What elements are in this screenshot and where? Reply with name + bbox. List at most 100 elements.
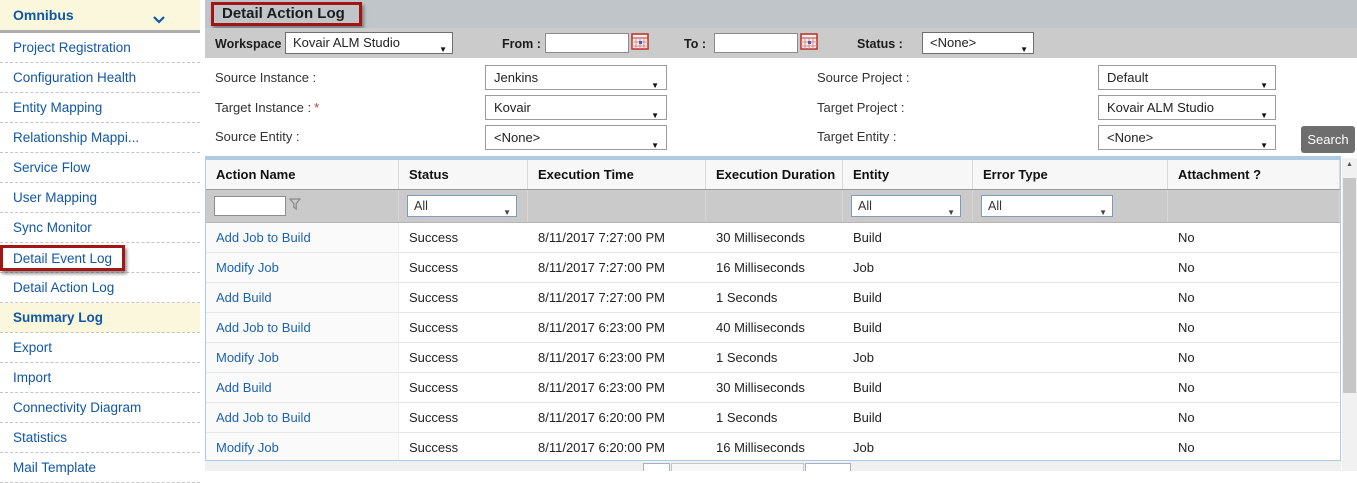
target-project-value: Kovair ALM Studio [1107,100,1214,115]
action-name-link[interactable]: Add Build [216,380,272,395]
cell-error-type [973,253,1168,282]
sidebar-item[interactable]: Project Registration [0,33,200,63]
status-value: <None> [930,35,977,50]
col-header-action-name[interactable]: Action Name [206,160,399,189]
sidebar-item[interactable]: Mail Template [0,453,200,483]
table-row: Modify Job Success 8/11/2017 6:20:00 PM … [206,433,1340,463]
target-instance-select[interactable]: Kovair ▼ [485,95,667,120]
cell-entity: Build [853,320,882,335]
filter-cell-execution-time [528,190,706,222]
cell-execution-time: 8/11/2017 6:23:00 PM [538,320,665,335]
cell-status: Success [409,410,459,425]
cell-attachment: No [1178,440,1195,455]
source-entity-select[interactable]: <None> ▼ [485,125,667,150]
status-filter-select[interactable]: All ▼ [407,195,517,217]
sidebar-item[interactable]: Connectivity Diagram [0,393,200,423]
sidebar-item[interactable]: Service Flow [0,153,200,183]
dropdown-arrow-icon: ▼ [1260,141,1268,150]
from-date-input[interactable] [545,33,629,53]
cell-action-name: Modify Job [206,433,399,462]
scrollbar-thumb[interactable] [1343,178,1356,393]
calendar-icon[interactable] [800,33,818,50]
cell-status: Success [409,260,459,275]
sidebar-item[interactable]: Entity Mapping [0,93,200,123]
action-name-link[interactable]: Modify Job [216,350,279,365]
page-title: Detail Action Log [211,2,362,26]
action-name-filter-input[interactable] [214,196,286,216]
scroll-up-arrow-icon[interactable]: ▲ [1346,161,1353,168]
sidebar-item-label: Configuration Health [13,70,137,85]
workspace-value: Kovair ALM Studio [293,35,400,50]
source-instance-label: Source Instance : [215,70,317,85]
target-project-select[interactable]: Kovair ALM Studio ▼ [1098,95,1276,120]
sidebar-item[interactable]: Configuration Health [0,63,200,93]
sidebar-item[interactable]: Detail Action Log [0,273,200,303]
workspace-select[interactable]: Kovair ALM Studio ▼ [285,32,453,54]
sidebar-item[interactable]: Export [0,333,200,363]
sidebar-item[interactable]: Import [0,363,200,393]
cell-entity: Build [853,230,882,245]
pager-bar [205,460,1341,471]
cell-error-type [973,403,1168,432]
search-button[interactable]: Search [1301,126,1355,153]
cell-execution-time: 8/11/2017 7:27:00 PM [538,290,665,305]
filter-cell-error-type: All ▼ [973,190,1168,222]
entity-filter-select[interactable]: All ▼ [851,195,961,217]
source-project-value: Default [1107,70,1149,85]
action-name-link[interactable]: Add Job to Build [216,410,311,425]
cell-status: Success [409,440,459,455]
cell-attachment: No [1178,290,1195,305]
cell-execution-time: 8/11/2017 6:23:00 PM [538,350,665,365]
filter-funnel-icon[interactable] [288,197,302,215]
target-project-label: Target Project : [817,100,905,115]
from-label: From : [502,37,541,51]
sidebar-item[interactable]: Sync Monitor [0,213,200,243]
sidebar-item[interactable]: Statistics [0,423,200,453]
action-name-link[interactable]: Modify Job [216,440,279,455]
sidebar-item[interactable]: Detail Event Log [0,243,200,273]
cell-entity: Build [853,290,882,305]
cell-entity: Build [853,410,882,425]
cell-execution-duration: 16 Milliseconds [716,260,805,275]
col-header-attachment[interactable]: Attachment ? [1168,160,1340,189]
target-entity-value: <None> [1107,130,1154,145]
vertical-scrollbar[interactable]: ▲ [1342,158,1357,471]
table-filter-row: All ▼ All ▼ All ▼ [206,190,1340,223]
col-header-status[interactable]: Status [399,160,528,189]
table-row: Add Job to Build Success 8/11/2017 7:27:… [206,223,1340,253]
cell-execution-time: 8/11/2017 7:27:00 PM [538,230,665,245]
status-select[interactable]: <None> ▼ [922,32,1034,54]
error-type-filter-select[interactable]: All ▼ [981,195,1113,217]
col-header-execution-duration[interactable]: Execution Duration [706,160,843,189]
pager-page-box[interactable] [643,463,670,471]
action-name-link[interactable]: Add Build [216,290,272,305]
target-entity-select[interactable]: <None> ▼ [1098,125,1276,150]
to-label: To : [684,37,706,51]
col-header-entity[interactable]: Entity [843,160,973,189]
source-entity-label: Source Entity : [215,129,300,144]
action-name-link[interactable]: Modify Job [216,260,279,275]
cell-execution-time: 8/11/2017 7:27:00 PM [538,260,665,275]
filter-panel: Source Instance : Jenkins ▼ Target Insta… [205,58,1357,156]
dropdown-arrow-icon: ▼ [651,141,659,150]
source-project-select[interactable]: Default ▼ [1098,65,1276,90]
action-name-link[interactable]: Add Job to Build [216,230,311,245]
sidebar-item[interactable]: Summary Log [0,303,200,333]
chevron-down-icon[interactable] [153,11,165,29]
sidebar-header[interactable]: Omnibus [0,0,200,30]
action-name-link[interactable]: Add Job to Build [216,320,311,335]
col-header-error-type[interactable]: Error Type [973,160,1168,189]
cell-error-type [973,343,1168,372]
sidebar-item-label: Detail Event Log [0,245,126,271]
cell-execution-duration: 1 Seconds [716,350,778,365]
source-instance-select[interactable]: Jenkins ▼ [485,65,667,90]
col-header-execution-time[interactable]: Execution Time [528,160,706,189]
target-instance-label: Target Instance : * [215,100,320,115]
cell-execution-duration: 40 Milliseconds [716,320,805,335]
to-date-input[interactable] [714,33,798,53]
sidebar-item[interactable]: Relationship Mappi... [0,123,200,153]
cell-action-name: Add Build [206,373,399,402]
calendar-icon[interactable] [631,33,649,50]
pager-next-button[interactable] [805,463,851,471]
sidebar-item[interactable]: User Mapping [0,183,200,213]
